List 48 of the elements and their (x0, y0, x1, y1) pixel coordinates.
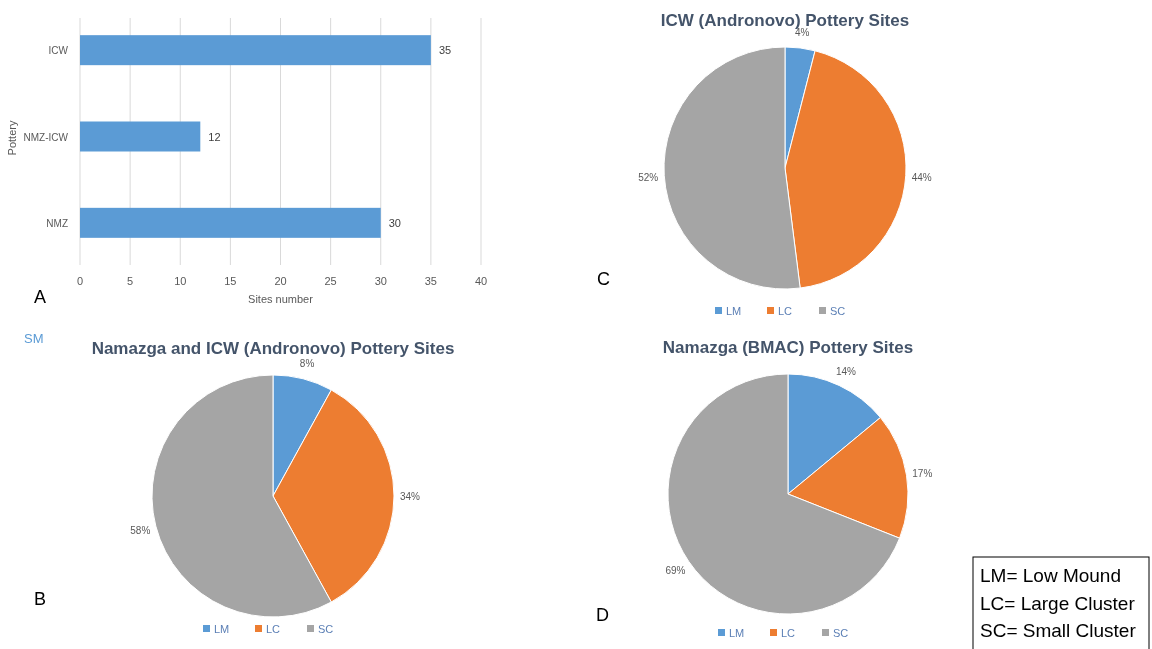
legend-label: SC (833, 627, 849, 639)
data-label: 4% (794, 27, 810, 39)
x-axis-title: Sites number (248, 293, 314, 305)
data-label: 8% (299, 358, 315, 370)
y-axis-title: Pottery (6, 120, 18, 156)
legend-label: LM (729, 627, 745, 639)
data-label: 12 (208, 130, 221, 143)
legend-label: LM (214, 623, 230, 635)
bar (80, 121, 201, 152)
text: LC= Large Cluster (980, 592, 1136, 614)
chart-title: Namazga and ICW (Andronovo) Pottery Sites (91, 339, 455, 358)
data-label: 69% (665, 565, 686, 577)
data-label: 52% (638, 171, 659, 183)
text: C (597, 269, 610, 289)
x-tick-label: 20 (274, 275, 287, 287)
data-label: 34% (399, 491, 421, 502)
legend-label: LC (778, 305, 793, 317)
x-tick-label: 0 (76, 275, 84, 287)
legend-label: SC (318, 623, 334, 635)
legend-label: SC (830, 305, 846, 317)
x-tick-label: 40 (474, 275, 488, 287)
text: D (596, 605, 609, 625)
x-tick-label: 25 (324, 275, 337, 287)
y-tick-label: NMZ-ICW (23, 131, 69, 143)
text: SM (24, 331, 44, 346)
data-label: 35 (438, 44, 452, 57)
x-tick-label: 10 (174, 275, 187, 287)
text: B (34, 589, 47, 609)
y-tick-label: ICW (48, 45, 69, 57)
text: A (34, 287, 47, 307)
bar (80, 207, 381, 238)
text: SC= Small Cluster (980, 620, 1137, 641)
legend-label: LC (266, 623, 281, 635)
data-label: 58% (130, 525, 151, 537)
legend-label: LC (781, 627, 796, 639)
chart-title: Namazga (BMAC) Pottery Sites (662, 338, 914, 357)
y-tick-label: NMZ (46, 217, 68, 229)
data-label: 30 (388, 216, 401, 229)
data-label: 44% (911, 171, 932, 183)
legend-label: LM (726, 305, 742, 317)
x-tick-label: 5 (127, 275, 134, 287)
data-label: 14% (835, 365, 857, 377)
bar (80, 35, 431, 66)
data-label: 17% (912, 467, 933, 479)
text: LM= Low Mound (980, 565, 1121, 586)
x-tick-label: 15 (224, 275, 237, 287)
x-tick-label: 30 (374, 275, 387, 287)
x-tick-label: 35 (424, 275, 437, 287)
